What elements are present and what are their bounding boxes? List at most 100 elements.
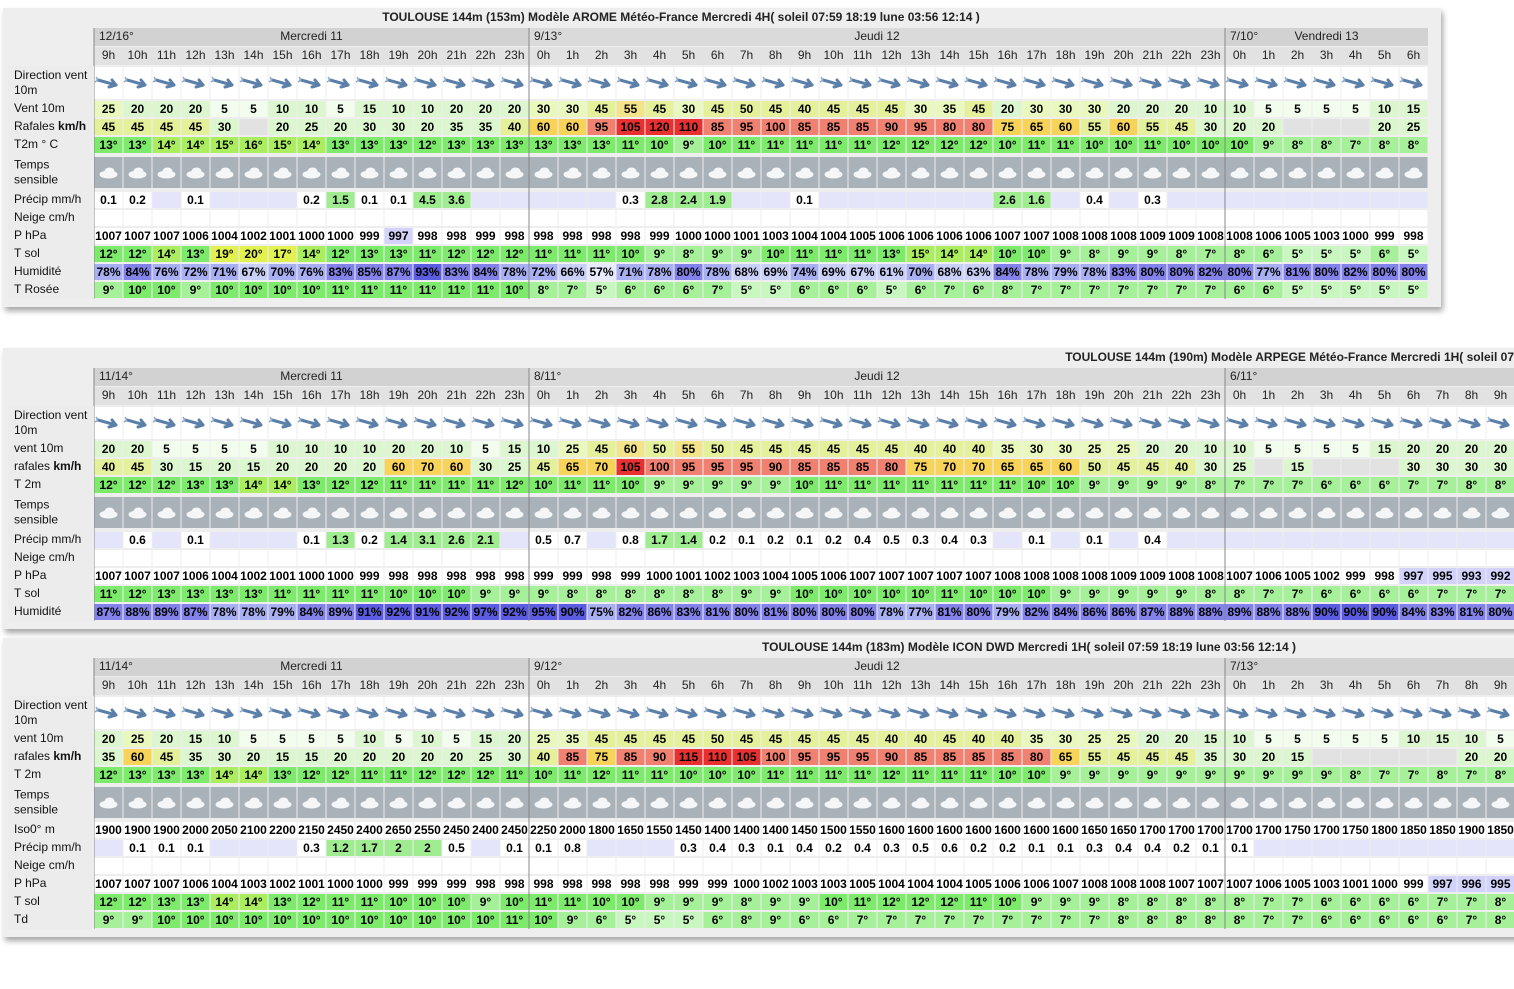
- cell-value: 12°: [331, 768, 349, 782]
- cell-value: 12°: [882, 768, 900, 782]
- cell-value: 1005: [849, 229, 876, 243]
- cell-value: 1000: [327, 229, 354, 243]
- cell-value: 8°: [712, 587, 724, 601]
- wind-arrow-tail: [906, 416, 911, 423]
- cloud-icon-top: [742, 797, 753, 806]
- cell-value: 55: [1088, 120, 1102, 134]
- cell-value: 0.5: [883, 533, 900, 547]
- value-cell: [268, 840, 297, 856]
- value-cell: [384, 246, 413, 262]
- cell-value: 11°: [390, 478, 408, 492]
- cell-value: 7°: [1089, 283, 1101, 297]
- cell-value: 11°: [506, 913, 524, 927]
- cell-value: 78%: [241, 605, 265, 619]
- value-cell: [268, 101, 297, 117]
- cell-value: 5: [250, 442, 257, 456]
- row-label: 10m: [14, 83, 37, 97]
- wind-arrow-icon: [1256, 418, 1278, 429]
- value-cell: [1283, 264, 1312, 280]
- value-cell: [500, 101, 529, 117]
- row-label: Rafales km/h: [14, 119, 86, 133]
- value-cell: [819, 101, 848, 117]
- cell-value: 80%: [850, 605, 874, 619]
- hour-label: 14h: [939, 678, 959, 692]
- wind-arrow-tail: [268, 416, 273, 423]
- cell-value: 1.9: [709, 193, 726, 207]
- cell-value: 40: [972, 442, 986, 456]
- cell-value: 15: [1204, 732, 1218, 746]
- wind-arrow-tail: [1283, 76, 1288, 83]
- cell-value: 2150: [298, 823, 325, 837]
- value-cell: [790, 137, 819, 153]
- hour-label: 7h: [1436, 678, 1449, 692]
- value-cell: [906, 228, 935, 244]
- row-label-text: 10m: [14, 83, 37, 97]
- cell-value: 85: [914, 750, 928, 764]
- cell-value: 80%: [1372, 265, 1396, 279]
- value-cell: [1254, 550, 1283, 566]
- cell-value: 9°: [683, 895, 695, 909]
- cell-value: 993: [1461, 569, 1481, 583]
- cell-value: 992: [1490, 569, 1510, 583]
- cell-value: 20: [363, 750, 377, 764]
- cell-value: 10: [1233, 102, 1247, 116]
- value-cell: [1109, 858, 1138, 874]
- cell-value: 0.2: [767, 533, 784, 547]
- cell-value: 60: [1059, 460, 1073, 474]
- cell-value: 10°: [882, 587, 900, 601]
- row-unit: km/h: [53, 749, 81, 763]
- value-cell: [645, 137, 674, 153]
- value-cell: [1080, 119, 1109, 135]
- row-label-text: Td: [14, 912, 28, 926]
- cell-value: 999: [533, 569, 553, 583]
- cell-value: 1800: [1371, 823, 1398, 837]
- cell-value: 60: [392, 460, 406, 474]
- cell-value: 998: [504, 229, 524, 243]
- wind-arrow-tail: [1167, 416, 1172, 423]
- hour-label: 20h: [417, 678, 437, 692]
- cell-value: 8°: [1002, 283, 1014, 297]
- value-cell: [645, 210, 674, 226]
- cell-value: 5: [1323, 102, 1330, 116]
- row-label-text: Neige cm/h: [14, 550, 75, 564]
- cell-value: 1008: [994, 569, 1021, 583]
- cloud-icon-top: [162, 797, 173, 806]
- cell-value: 72%: [531, 265, 555, 279]
- cell-value: 5: [1323, 732, 1330, 746]
- cell-value: 45: [769, 732, 783, 746]
- cloud-icon-top: [1119, 167, 1130, 176]
- value-cell: [906, 192, 935, 208]
- cell-value: 9°: [770, 587, 782, 601]
- cell-value: 86%: [1111, 605, 1135, 619]
- wind-arrow-tail: [123, 76, 128, 83]
- cell-value: 82%: [1343, 265, 1367, 279]
- cell-value: 85: [798, 460, 812, 474]
- row-label: T sol: [14, 586, 40, 600]
- cloud-icon-top: [1409, 797, 1420, 806]
- cell-value: 2400: [356, 823, 383, 837]
- cell-value: 0.6: [129, 533, 146, 547]
- wind-arrow-icon: [444, 78, 466, 89]
- value-cell: [1312, 532, 1341, 548]
- cell-value: 0.2: [970, 841, 987, 855]
- cell-value: 2.1: [477, 533, 494, 547]
- cell-value: 88%: [1285, 605, 1309, 619]
- cell-value: 9°: [1147, 247, 1159, 261]
- wind-arrow-tail: [471, 76, 476, 83]
- cell-value: 0.1: [767, 841, 784, 855]
- cell-value: 6°: [1263, 283, 1275, 297]
- value-cell: [413, 858, 442, 874]
- cell-value: 12°: [447, 247, 465, 261]
- cell-value: 9°: [741, 478, 753, 492]
- cell-value: 8°: [1118, 895, 1130, 909]
- hour-label: 10h: [823, 388, 843, 402]
- cell-value: 1002: [240, 569, 267, 583]
- value-cell: [790, 282, 819, 298]
- cell-value: 30: [363, 120, 377, 134]
- cell-value: 15: [189, 460, 203, 474]
- wind-arrow-icon: [125, 78, 147, 89]
- value-cell: [442, 228, 471, 244]
- hour-label: 8h: [769, 388, 782, 402]
- cloud-icon-top: [220, 167, 231, 176]
- cell-value: 13°: [273, 895, 291, 909]
